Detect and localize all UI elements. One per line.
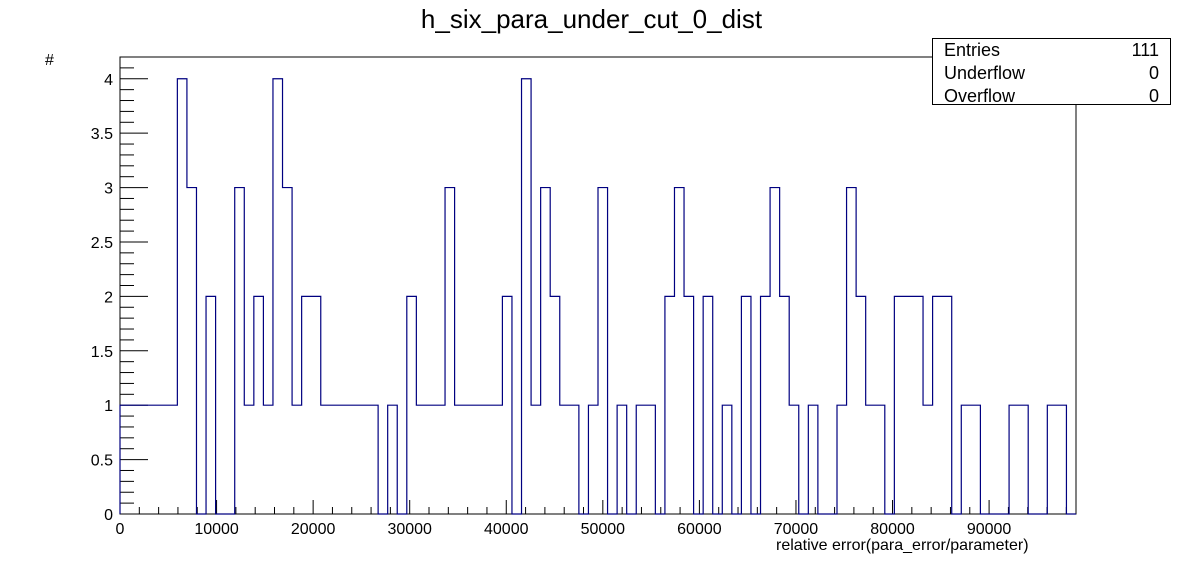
y-tick-label: 3.5 bbox=[91, 126, 113, 143]
stats-underflow-value: 0 bbox=[1148, 63, 1159, 83]
stats-entries-label: Entries bbox=[944, 40, 1001, 60]
x-tick-label: 80000 bbox=[870, 521, 915, 538]
x-tick-label: 0 bbox=[116, 521, 125, 538]
y-tick-label: 3 bbox=[104, 181, 113, 198]
x-tick-label: 40000 bbox=[484, 521, 529, 538]
y-tick-label: 0.5 bbox=[91, 453, 113, 470]
stats-overflow-row: Overflow 0 bbox=[944, 85, 1159, 108]
y-tick-label: 1.5 bbox=[91, 344, 113, 361]
histogram-line bbox=[119, 78, 1076, 515]
stats-overflow-value: 0 bbox=[1148, 86, 1159, 106]
x-axis-label: relative error(para_error/parameter) bbox=[776, 537, 1029, 554]
stats-underflow-label: Underflow bbox=[944, 63, 1026, 83]
y-tick-label: 0 bbox=[104, 507, 113, 524]
chart-title: h_six_para_under_cut_0_dist bbox=[420, 4, 763, 34]
x-tick-label: 60000 bbox=[677, 521, 722, 538]
y-axis-label: # bbox=[45, 52, 54, 69]
stats-box: Entries 111 Underflow 0 Overflow 0 bbox=[932, 38, 1171, 108]
stats-entries-row: Entries 111 bbox=[944, 39, 1159, 62]
y-tick-label: 2.5 bbox=[91, 235, 113, 252]
x-tick-label: 50000 bbox=[581, 521, 626, 538]
x-tick-label: 90000 bbox=[967, 521, 1012, 538]
stats-overflow-label: Overflow bbox=[944, 86, 1016, 106]
x-tick-label: 20000 bbox=[291, 521, 336, 538]
y-tick-label: 4 bbox=[104, 72, 113, 89]
stats-entries-value: 111 bbox=[1131, 40, 1159, 60]
x-tick-label: 30000 bbox=[387, 521, 432, 538]
y-tick-label: 2 bbox=[104, 289, 113, 306]
y-tick-label: 1 bbox=[104, 398, 113, 415]
x-tick-label: 70000 bbox=[774, 521, 819, 538]
stats-underflow-row: Underflow 0 bbox=[944, 62, 1159, 85]
x-tick-label: 10000 bbox=[194, 521, 239, 538]
